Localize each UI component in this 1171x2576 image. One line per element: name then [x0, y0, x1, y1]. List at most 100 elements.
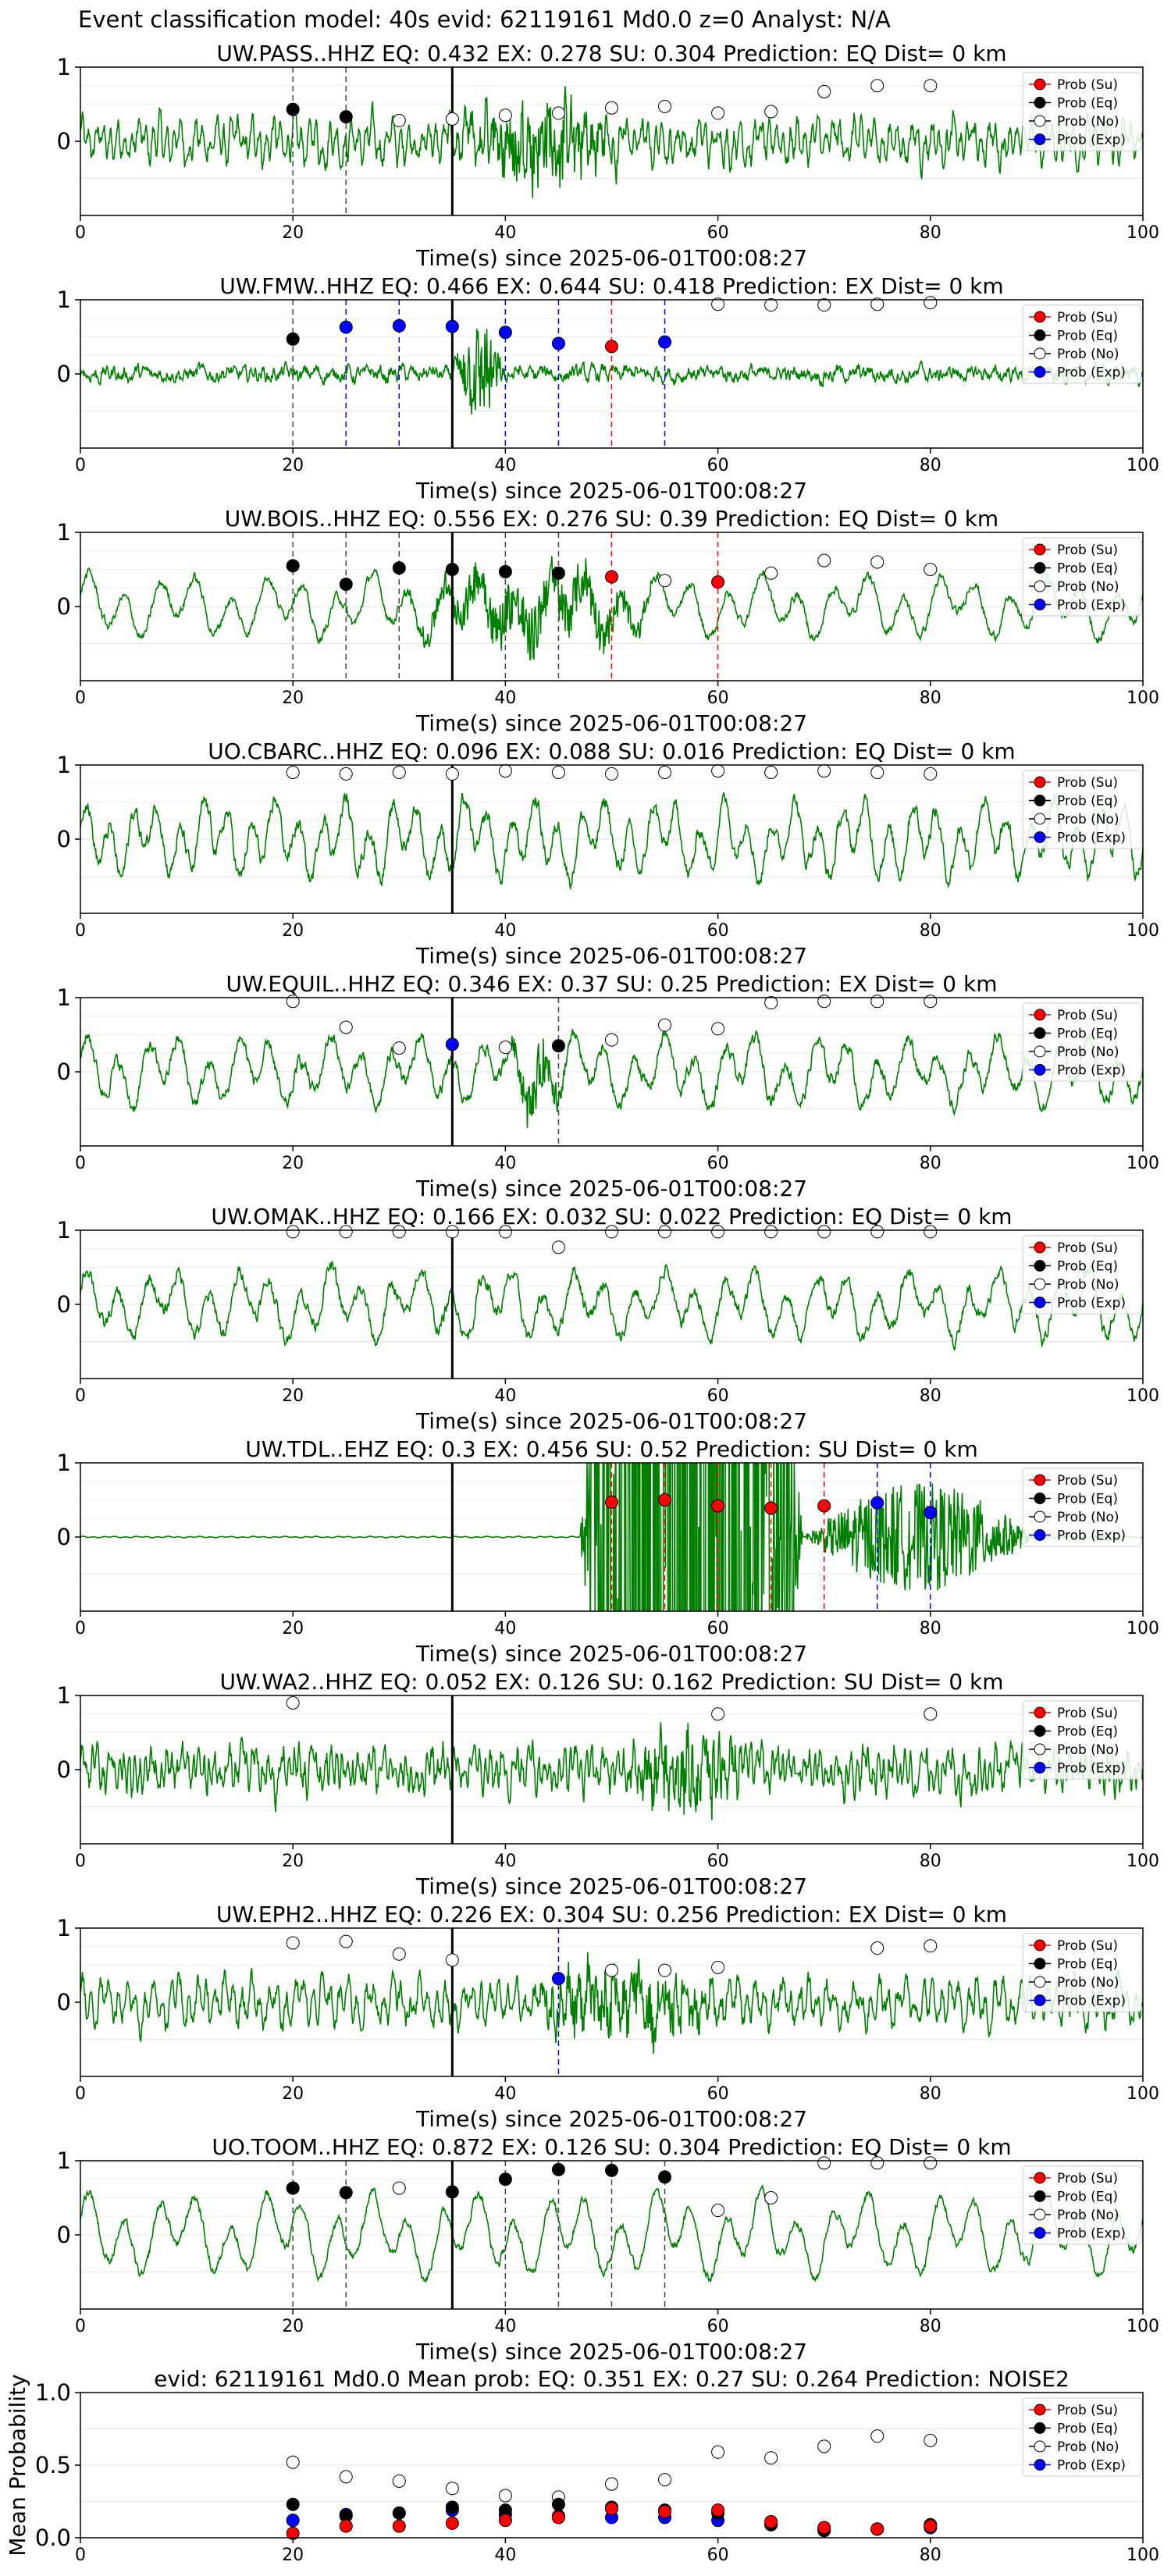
probability-marker — [498, 109, 512, 123]
probability-marker — [498, 1225, 512, 1239]
probability-marker — [605, 1225, 618, 1239]
legend-label: Prob (Exp) — [1057, 1761, 1126, 1777]
x-tick-label: 40 — [494, 1852, 516, 1871]
y-tick-label: 1 — [57, 286, 71, 313]
probability-marker — [764, 298, 778, 312]
legend-marker — [1034, 599, 1046, 610]
legend-marker — [1034, 831, 1046, 843]
x-tick-label: 60 — [707, 2084, 729, 2104]
x-tick-label: 60 — [707, 2317, 729, 2336]
probability-marker — [711, 1707, 725, 1721]
legend-marker — [1034, 1278, 1046, 1290]
probability-marker — [392, 766, 406, 779]
x-tick-label: 100 — [1127, 1154, 1159, 1173]
chart-panel-9: UO.TOOM..HHZ EQ: 0.872 EX: 0.126 SU: 0.3… — [57, 2134, 1159, 2364]
x-axis-label: Time(s) since 2025-06-01T00:08:27 — [415, 478, 807, 503]
legend-label: Prob (Eq) — [1057, 794, 1118, 809]
legend-label: Prob (No) — [1057, 347, 1119, 362]
probability-marker — [764, 2451, 778, 2465]
y-tick-label: 0 — [57, 2222, 71, 2248]
x-tick-label: 20 — [282, 688, 304, 708]
chart-title: UO.TOOM..HHZ EQ: 0.872 EX: 0.126 SU: 0.3… — [212, 2134, 1011, 2160]
x-tick-label: 100 — [1127, 688, 1159, 708]
legend-box — [1022, 72, 1142, 151]
legend-marker — [1034, 1939, 1046, 1952]
x-tick-label: 0 — [75, 2546, 86, 2565]
legend-marker — [1034, 1474, 1046, 1486]
x-tick-label: 100 — [1127, 1852, 1159, 1871]
probability-marker — [339, 1934, 353, 1948]
probability-marker — [870, 2156, 884, 2170]
x-axis-label: Time(s) since 2025-06-01T00:08:27 — [415, 2106, 807, 2132]
probability-marker — [286, 559, 300, 573]
x-tick-label: 20 — [282, 2317, 304, 2336]
probability-marker — [286, 1936, 300, 1950]
probability-marker — [658, 1225, 672, 1239]
x-tick-label: 40 — [494, 2546, 516, 2565]
y-tick-label: 0 — [57, 1524, 71, 1550]
legend-marker — [1034, 1994, 1046, 2006]
legend-box — [1022, 2165, 1142, 2245]
probability-marker — [286, 2455, 300, 2469]
chart-panel-8: UW.EPH2..HHZ EQ: 0.226 EX: 0.304 SU: 0.2… — [57, 1902, 1159, 2132]
legend-label: Prob (Eq) — [1057, 329, 1118, 344]
legend: Prob (Su) Prob (Eq) Prob (No) Prob (Exp) — [1022, 1002, 1142, 1082]
chart-title: UW.EPH2..HHZ EQ: 0.226 EX: 0.304 SU: 0.2… — [216, 1902, 1007, 1927]
probability-marker — [286, 2514, 300, 2528]
probability-marker — [339, 2519, 353, 2533]
probability-marker — [658, 766, 672, 779]
legend-marker — [1034, 2190, 1046, 2202]
probability-marker — [924, 994, 938, 1009]
waveform-trace — [80, 556, 1143, 660]
y-tick-label: 1 — [57, 519, 71, 546]
x-tick-label: 100 — [1127, 1619, 1159, 1638]
probability-marker — [551, 2510, 565, 2524]
probability-marker — [339, 110, 353, 124]
probability-marker — [498, 764, 512, 778]
legend-label: Prob (Eq) — [1057, 561, 1118, 577]
legend-label: Prob (Exp) — [1057, 365, 1126, 381]
chart-title: UO.CBARC..HHZ EQ: 0.096 EX: 0.088 SU: 0.… — [208, 738, 1015, 764]
chart-title: UW.BOIS..HHZ EQ: 0.556 EX: 0.276 SU: 0.3… — [225, 506, 998, 532]
chart-title: UW.TDL..EHZ EQ: 0.3 EX: 0.456 SU: 0.52 P… — [245, 1436, 977, 1462]
y-axis-label: Mean Probability — [5, 2374, 30, 2556]
x-tick-label: 40 — [494, 688, 516, 708]
x-tick-label: 20 — [282, 921, 304, 941]
x-tick-label: 0 — [75, 1852, 86, 1871]
legend-box — [1022, 537, 1142, 617]
x-axis-label: Time(s) since 2025-06-01T00:08:27 — [415, 1176, 807, 1201]
x-tick-label: 0 — [75, 456, 86, 475]
legend: Prob (Su) Prob (Eq) Prob (No) Prob (Exp) — [1022, 304, 1142, 384]
chart-panel-1: UW.FMW..HHZ EQ: 0.466 EX: 0.644 SU: 0.41… — [57, 273, 1159, 503]
legend-label: Prob (No) — [1057, 1044, 1119, 1060]
legend: Prob (Su) Prob (Eq) Prob (No) Prob (Exp) — [1022, 537, 1142, 617]
legend-label: Prob (Exp) — [1057, 2458, 1126, 2474]
y-tick-label: 0.0 — [35, 2524, 71, 2551]
probability-marker — [817, 1225, 831, 1239]
chart-title: UW.EQUIL..HHZ EQ: 0.346 EX: 0.37 SU: 0.2… — [226, 971, 997, 997]
probability-marker — [711, 297, 725, 311]
x-tick-label: 20 — [282, 1852, 304, 1871]
x-tick-label: 80 — [920, 1154, 941, 1173]
legend: Prob (Su) Prob (Eq) Prob (No) Prob (Exp) — [1022, 1235, 1142, 1315]
y-tick-label: 1 — [57, 1217, 71, 1244]
probability-marker — [658, 1493, 672, 1507]
legend: Prob (Su) Prob (Eq) Prob (No) Prob (Exp) — [1022, 72, 1142, 151]
x-axis-label: Time(s) since 2025-06-01T00:08:27 — [415, 1873, 807, 1899]
x-axis-label: Time(s) since 2025-06-01T00:08:27 — [415, 1408, 807, 1434]
probability-marker — [924, 1707, 938, 1721]
y-tick-label: 0 — [57, 1059, 71, 1085]
waveform-trace — [80, 1029, 1143, 1129]
x-tick-label: 80 — [920, 2317, 941, 2336]
page-title: Event classification model: 40s evid: 62… — [78, 6, 891, 33]
probability-marker — [605, 340, 618, 354]
chart-panel-0: UW.PASS..HHZ EQ: 0.432 EX: 0.278 SU: 0.3… — [57, 41, 1159, 271]
x-tick-label: 20 — [282, 1619, 304, 1638]
legend-marker — [1034, 2459, 1046, 2471]
probability-marker — [870, 1496, 884, 1510]
probability-marker — [286, 1696, 300, 1710]
legend-box — [1022, 1700, 1142, 1780]
probability-marker — [870, 555, 884, 569]
x-tick-label: 80 — [920, 456, 941, 475]
